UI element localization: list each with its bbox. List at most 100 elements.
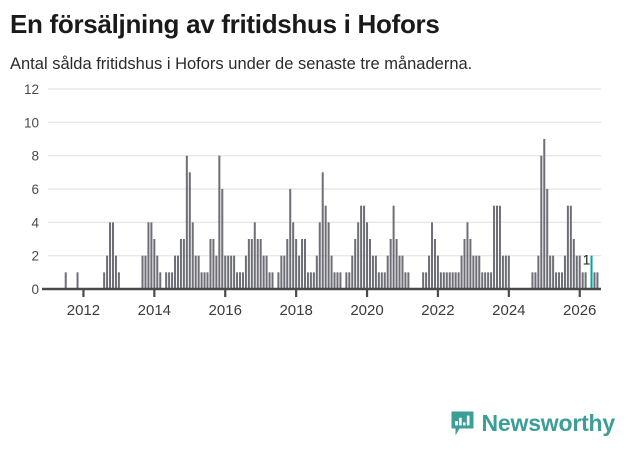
bar	[360, 206, 363, 290]
bar	[333, 272, 336, 290]
bar	[389, 239, 392, 290]
bar	[560, 272, 563, 290]
bar	[106, 256, 109, 290]
bar	[398, 256, 401, 290]
newsworthy-logo[interactable]: Newsworthy	[450, 410, 615, 437]
bar	[212, 239, 215, 290]
bar	[371, 256, 374, 290]
bar	[549, 256, 552, 290]
bar	[487, 272, 490, 290]
bar	[563, 256, 566, 290]
bar	[490, 272, 493, 290]
bar	[575, 256, 578, 290]
bar	[475, 256, 478, 290]
chart-page: En försäljning av fritidshus i Hofors An…	[0, 10, 631, 449]
bar	[236, 272, 239, 290]
bar	[324, 206, 327, 290]
highlighted-bar	[590, 256, 593, 290]
bar	[188, 172, 191, 290]
bar	[221, 189, 224, 290]
x-axis-tick-label: 2026	[563, 302, 596, 319]
y-axis-tick-label: 2	[31, 249, 39, 264]
bar	[363, 206, 366, 290]
bar	[374, 256, 377, 290]
bar	[493, 206, 496, 290]
x-axis-tick-label: 2016	[209, 302, 242, 319]
bar	[312, 272, 315, 290]
bar	[445, 272, 448, 290]
bar	[218, 156, 221, 290]
bar	[546, 189, 549, 290]
bar	[247, 239, 250, 290]
bar	[76, 272, 79, 290]
bar	[392, 206, 395, 290]
bar	[345, 272, 348, 290]
bar	[578, 256, 581, 290]
bar	[109, 222, 112, 290]
bar	[259, 239, 262, 290]
brand-name: Newsworthy	[481, 410, 616, 436]
chart-subtitle: Antal sålda fritidshus i Hofors under de…	[10, 54, 473, 73]
bar	[156, 256, 159, 290]
bar	[501, 256, 504, 290]
bar	[301, 239, 304, 290]
bar	[144, 256, 147, 290]
bar	[174, 256, 177, 290]
bar	[422, 272, 425, 290]
bar	[194, 256, 197, 290]
bar	[244, 256, 247, 290]
bar	[330, 256, 333, 290]
bar	[206, 272, 209, 290]
bar	[262, 256, 265, 290]
bar	[147, 222, 150, 290]
bar	[448, 272, 451, 290]
bar	[327, 222, 330, 290]
y-axis-tick-label: 12	[24, 83, 39, 97]
bar	[191, 222, 194, 290]
bar	[286, 239, 289, 290]
bar	[277, 272, 280, 290]
bar	[268, 272, 271, 290]
bar	[401, 256, 404, 290]
bar	[454, 272, 457, 290]
bar	[436, 256, 439, 290]
bar	[265, 256, 268, 290]
bar	[457, 272, 460, 290]
bar	[407, 272, 410, 290]
bar	[496, 206, 498, 290]
bar	[460, 256, 463, 290]
bar	[368, 239, 371, 290]
bar	[357, 222, 360, 290]
y-axis-tick-label: 4	[31, 216, 39, 231]
bar	[321, 172, 324, 290]
x-axis-tick-label: 2020	[350, 302, 383, 319]
bar	[404, 272, 407, 290]
bar	[179, 239, 182, 290]
page-title: En försäljning av fritidshus i Hofors	[10, 9, 440, 39]
bar	[558, 272, 561, 290]
bar	[566, 206, 569, 290]
bar	[292, 222, 295, 290]
bar	[354, 239, 357, 290]
bar	[348, 272, 351, 290]
bar	[182, 239, 185, 290]
bar	[171, 272, 174, 290]
bar	[239, 272, 242, 290]
bar	[150, 222, 153, 290]
bar	[306, 272, 309, 290]
x-axis-tick-label: 2014	[138, 302, 171, 319]
bar	[481, 272, 484, 290]
bar	[507, 256, 510, 290]
bar	[209, 239, 212, 290]
bar	[540, 156, 543, 290]
bar	[289, 189, 292, 290]
bar	[596, 272, 599, 290]
bar	[176, 256, 179, 290]
bar-chart-svg: 0 2 4 6 8 10 12 1 2012 2014 2016 2018 2020 2022 2024 20…	[24, 83, 601, 319]
x-axis-tick-label: 2012	[67, 302, 100, 319]
bar	[504, 256, 507, 290]
bar	[230, 256, 233, 290]
bar	[351, 256, 354, 290]
bar	[153, 239, 156, 290]
bar	[159, 272, 162, 290]
